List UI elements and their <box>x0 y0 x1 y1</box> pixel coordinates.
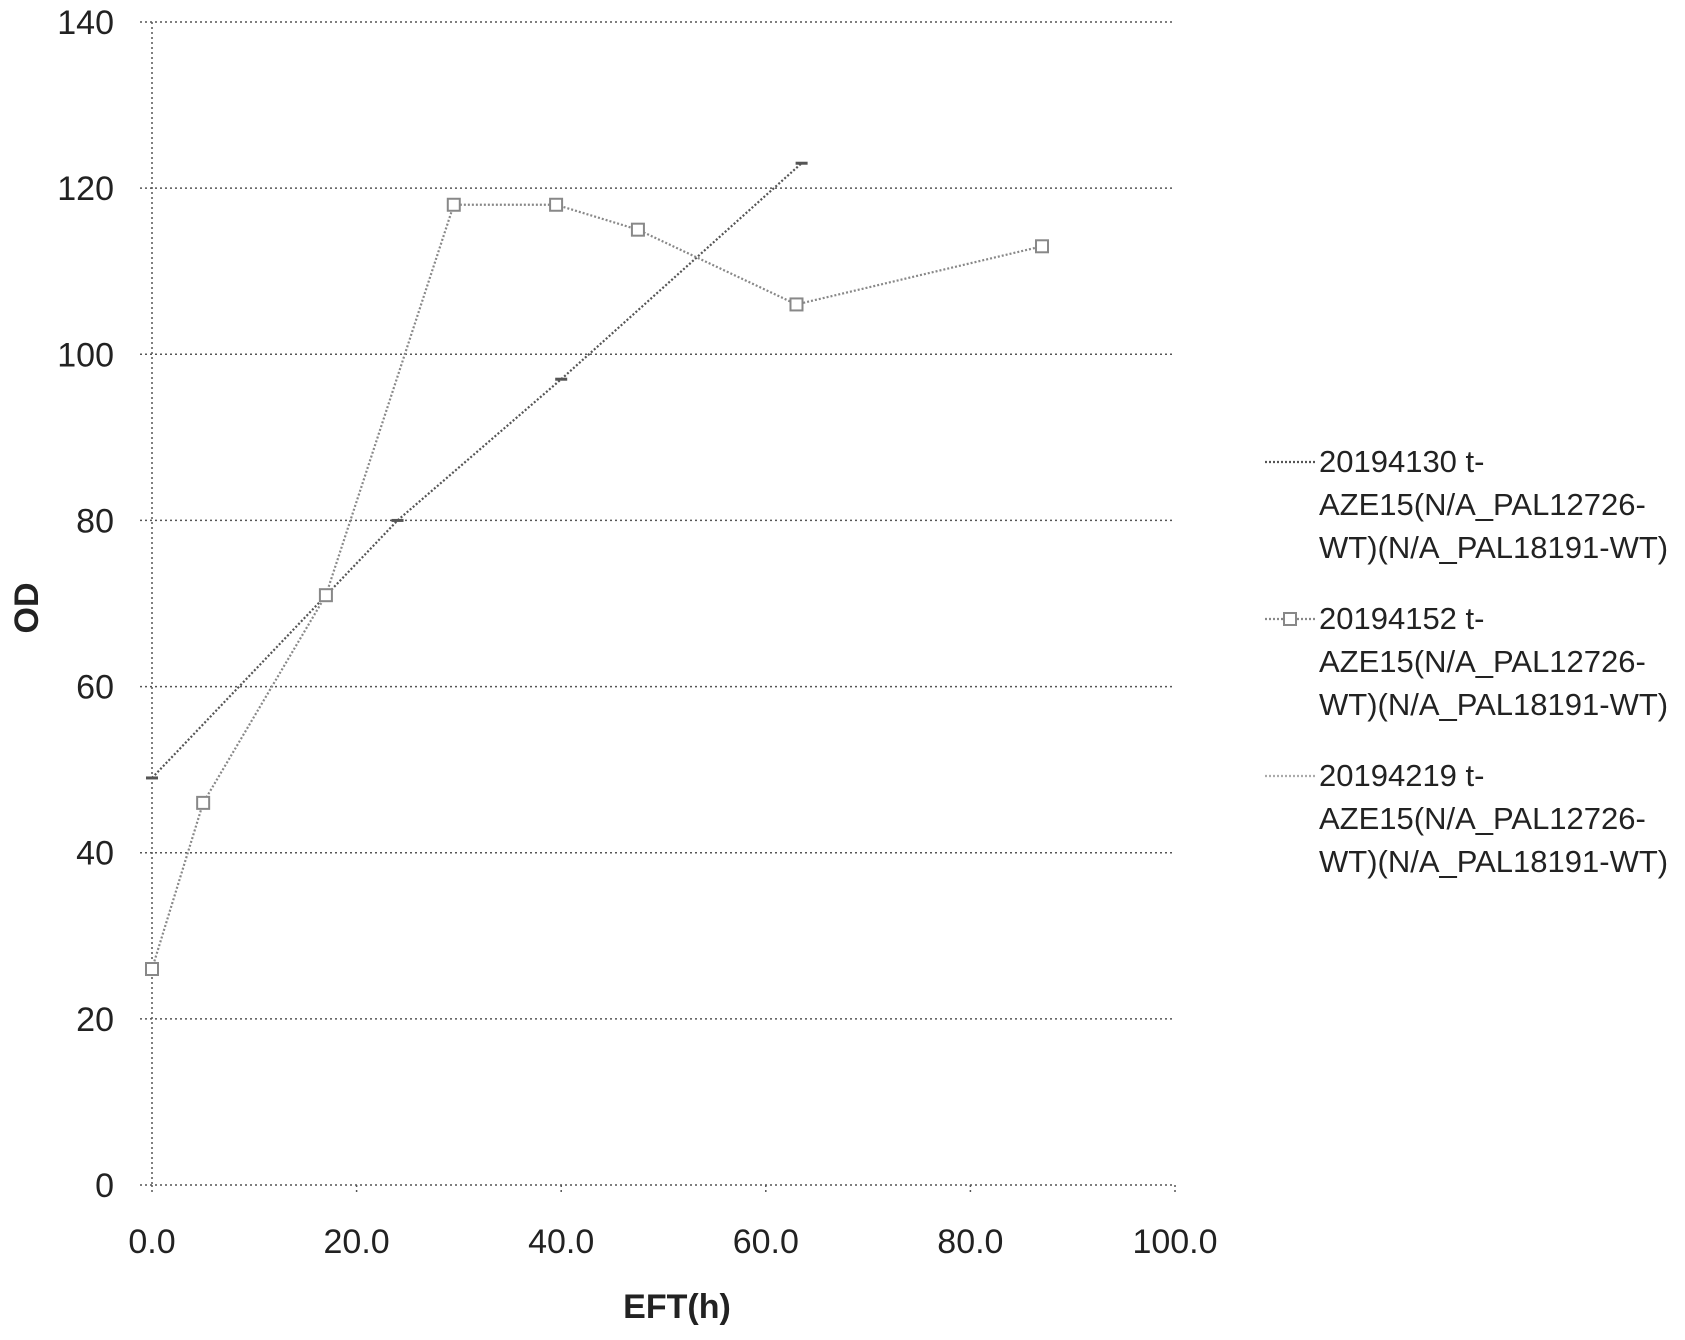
x-tick-label: 80.0 <box>937 1223 1003 1261</box>
legend-label: AZE15(N/A_PAL12726- <box>1319 801 1646 836</box>
legend-entry: 20194219 t- AZE15(N/A_PAL12726- WT)(N/A_PA… <box>1265 758 1668 879</box>
y-tick-label: 40 <box>76 835 114 873</box>
data-point <box>550 199 562 211</box>
tick-labels: 0 20 40 60 80 100 120 140 0.0 20.0 40.0 60.0 80.0 100… <box>57 4 1217 1261</box>
x-tick-label: 40.0 <box>528 1223 594 1261</box>
legend-label: 20194130 t- <box>1319 444 1484 479</box>
data-point <box>790 298 802 310</box>
y-tick-label: 140 <box>57 4 114 42</box>
legend-label: AZE15(N/A_PAL12726- <box>1319 644 1646 679</box>
y-axis-title: OD <box>8 583 46 634</box>
legend-label: 20194152 t- <box>1319 601 1484 636</box>
data-point <box>146 963 158 975</box>
legend-label: 20194219 t- <box>1319 758 1484 793</box>
data-point <box>1036 240 1048 252</box>
legend-entry: 20194152 t- AZE15(N/A_PAL12726- WT)(N/A_PA… <box>1265 601 1668 722</box>
y-tick-label: 100 <box>57 336 114 374</box>
data-point <box>320 589 332 601</box>
x-tick-label: 60.0 <box>733 1223 799 1261</box>
legend-label: WT)(N/A_PAL18191-WT) <box>1319 687 1668 722</box>
data-point <box>632 224 644 236</box>
legend-label: WT)(N/A_PAL18191-WT) <box>1319 530 1668 565</box>
series-2 <box>146 199 1048 975</box>
y-tick-label: 120 <box>57 170 114 208</box>
y-tick-label: 80 <box>76 502 114 540</box>
legend: 20194130 t- AZE15(N/A_PAL12726- WT)(N/A_PA… <box>1265 444 1668 879</box>
legend-entry: 20194130 t- AZE15(N/A_PAL12726- WT)(N/A_PA… <box>1265 444 1668 565</box>
x-tick-label: 100.0 <box>1132 1223 1217 1261</box>
legend-label: WT)(N/A_PAL18191-WT) <box>1319 844 1668 879</box>
gridlines <box>140 22 1175 1185</box>
y-tick-label: 60 <box>76 669 114 707</box>
y-tick-label: 20 <box>76 1001 114 1039</box>
data-point <box>448 199 460 211</box>
legend-marker <box>1284 613 1296 625</box>
x-tick-label: 20.0 <box>324 1223 390 1261</box>
x-tick-label: 0.0 <box>128 1223 175 1261</box>
y-tick-label: 0 <box>95 1167 114 1205</box>
series-1 <box>146 163 808 778</box>
data-point <box>197 797 209 809</box>
series-line <box>152 205 1042 969</box>
legend-label: AZE15(N/A_PAL12726- <box>1319 487 1646 522</box>
x-axis-title: EFT(h) <box>623 1288 731 1326</box>
series-line <box>152 163 802 778</box>
